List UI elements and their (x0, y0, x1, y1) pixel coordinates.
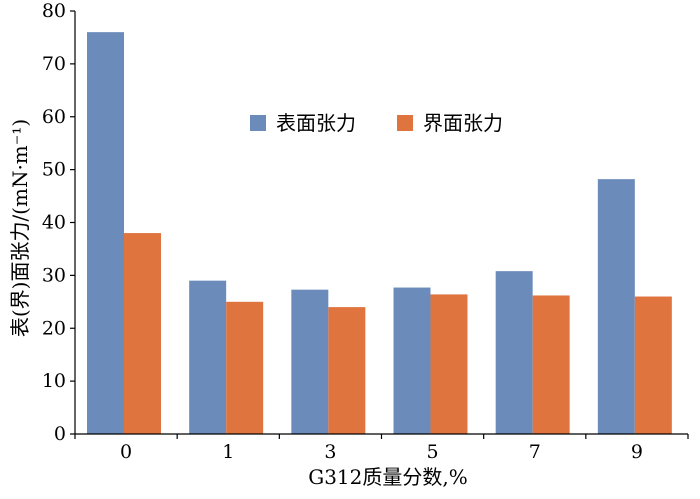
y-tick-label: 10 (42, 370, 66, 392)
y-tick-label: 40 (42, 212, 66, 234)
bar-series-1-cat-7 (495, 271, 533, 434)
bar-series-1-cat-0 (87, 32, 124, 435)
bar-series-2-cat-5 (430, 294, 468, 434)
x-tick-label: 1 (222, 441, 234, 463)
y-tick-label: 70 (42, 53, 66, 75)
x-tick-label: 9 (631, 441, 643, 463)
x-tick-label: 3 (324, 441, 336, 463)
bar-series-2-cat-9 (634, 296, 672, 434)
legend-swatch-2 (397, 115, 413, 131)
legend-label-2: 界面张力 (423, 111, 503, 135)
bar-series-2-cat-7 (532, 295, 570, 434)
y-axis-title: 表(界)面张力/(mN·m⁻¹) (8, 119, 32, 337)
bar-series-1-cat-3 (291, 289, 329, 434)
y-tick-label: 50 (42, 159, 66, 181)
bar-series-2-cat-0 (124, 233, 161, 434)
bar-series-1-cat-5 (393, 287, 431, 434)
y-tick-label: 60 (42, 106, 66, 128)
bars-layer (87, 32, 672, 435)
bar-series-1-cat-9 (597, 179, 635, 434)
bar-series-2-cat-3 (328, 307, 366, 434)
x-tick-label: 0 (120, 441, 132, 463)
ticks-layer: 0 10 20 30 40 50 60 70 80 0 1 3 5 7 9 (42, 0, 689, 463)
y-tick-label: 30 (42, 264, 66, 286)
bar-series-2-cat-1 (226, 301, 264, 434)
y-tick-label: 80 (42, 0, 66, 22)
legend-label-1: 表面张力 (276, 111, 356, 135)
y-tick-label: 0 (54, 423, 66, 445)
axes-layer (74, 11, 688, 435)
x-axis-title: G312质量分数,% (308, 465, 468, 489)
y-tick-label: 20 (42, 317, 66, 339)
bar-series-1-cat-1 (189, 280, 227, 434)
x-tick-label: 7 (529, 441, 541, 463)
legend-swatch-1 (250, 115, 266, 131)
x-tick-label: 5 (427, 441, 439, 463)
legend: 表面张力 界面张力 (250, 111, 503, 135)
